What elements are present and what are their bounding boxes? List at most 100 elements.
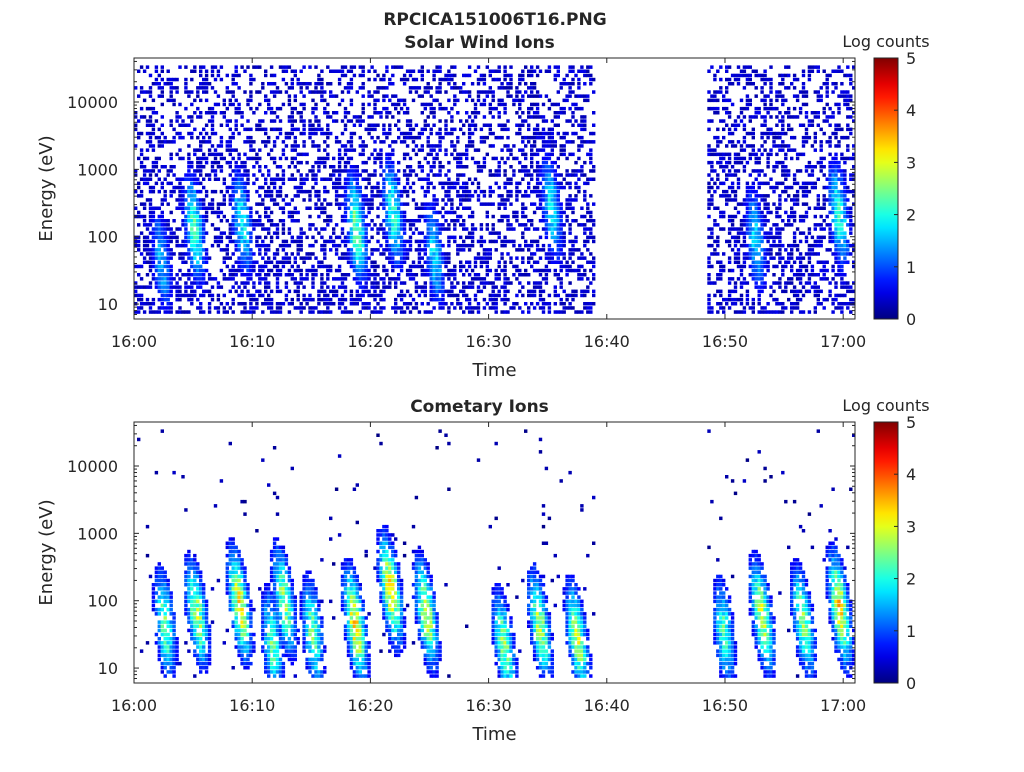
spectrogram-cell (736, 235, 741, 240)
spectrogram-cell (397, 119, 401, 123)
spectrogram-cell (382, 123, 386, 127)
spectrogram-cell (281, 169, 286, 173)
spectrogram-cell (234, 177, 238, 181)
spectrogram-cell (240, 289, 244, 294)
spectrogram-cell (311, 131, 315, 136)
spectrogram-cell (169, 98, 173, 103)
spectrogram-cell (479, 227, 484, 231)
spectrogram-cell (748, 144, 752, 148)
spectrogram-cell (178, 148, 182, 152)
spectrogram-cell (240, 260, 244, 264)
spectrogram-cell (742, 115, 747, 119)
spectrogram-cell (246, 177, 250, 181)
spectrogram-cell (730, 219, 735, 223)
spectrogram-cell (340, 214, 345, 219)
spectrogram-cell (515, 123, 519, 127)
spectrogram-cell (246, 206, 250, 210)
spectrogram-cell (385, 219, 389, 223)
spectrogram-cell (379, 111, 383, 115)
spectrogram-cell (432, 198, 436, 202)
spectrogram-cell (204, 160, 209, 165)
spectrogram-cell (373, 306, 377, 310)
spectrogram-cell (246, 194, 250, 198)
spectrogram-cell (326, 310, 330, 314)
spectrogram-cell (326, 102, 330, 107)
spectrogram-cell (754, 210, 758, 215)
spectrogram-cell (246, 243, 250, 248)
spectrogram-cell (346, 248, 351, 252)
spectrogram-cell (169, 285, 173, 289)
spectrogram-cell (243, 140, 247, 144)
spectrogram-cell (722, 98, 726, 103)
spectrogram-cell (269, 82, 274, 86)
spectrogram-cell (556, 73, 560, 78)
spectrogram-cell (459, 119, 463, 123)
spectrogram-cell (326, 189, 330, 194)
spectrogram-cell (739, 281, 744, 285)
spectrogram-cell (139, 302, 144, 306)
spectrogram-cell (453, 219, 457, 223)
spectrogram-cell (216, 102, 221, 107)
spectrogram-cell (559, 219, 563, 223)
spectrogram-cell (544, 160, 549, 165)
spectrogram-cell (521, 148, 525, 152)
spectrogram-cell (204, 131, 209, 136)
spectrogram-cell (506, 194, 510, 198)
spectrogram-cell (462, 198, 466, 202)
spectrogram-cell (204, 210, 209, 215)
spectrogram-cell (361, 73, 365, 78)
spectrogram-cell (187, 293, 191, 298)
spectrogram-cell (269, 156, 274, 161)
spectrogram-cell (216, 293, 221, 298)
spectrogram-cell (710, 198, 714, 202)
spectrogram-cell (246, 119, 250, 123)
spectrogram-cell (261, 277, 265, 281)
spectrogram-cell (346, 169, 351, 173)
spectrogram-cell (509, 177, 513, 181)
spectrogram-cell (556, 260, 560, 264)
spectrogram-cell (317, 198, 321, 202)
spectrogram-cell (521, 77, 525, 82)
spectrogram-cell (547, 65, 552, 69)
spectrogram-cell (405, 194, 410, 198)
spectrogram-cell (429, 260, 433, 264)
spectrogram-cell (589, 77, 593, 82)
spectrogram-cell (228, 173, 232, 177)
spectrogram-cell (210, 206, 215, 210)
spectrogram-cell (175, 289, 179, 294)
spectrogram-cell (323, 264, 327, 269)
spectrogram-cell (420, 102, 424, 107)
spectrogram-cell (231, 214, 235, 219)
spectrogram-cell (311, 281, 315, 285)
spectrogram-cell (278, 90, 283, 94)
spectrogram-cell (329, 268, 333, 273)
spectrogram-cell (473, 256, 478, 260)
spectrogram-cell (592, 273, 596, 277)
spectrogram-cell (243, 202, 247, 206)
spectrogram-cell (326, 302, 330, 306)
spectrogram-cell (550, 135, 554, 140)
spectrogram-cell (222, 273, 226, 277)
spectrogram-cell (228, 152, 232, 157)
spectrogram-cell (716, 160, 720, 165)
spectrogram-cell (562, 98, 566, 103)
spectrogram-cell (175, 77, 179, 82)
spectrogram-cell (465, 181, 469, 186)
spectrogram-cell (358, 256, 362, 260)
spectrogram-cell (456, 111, 460, 115)
spectrogram-cell (216, 73, 221, 78)
spectrogram-cell (399, 256, 404, 260)
spectrogram-cell (763, 140, 767, 144)
spectrogram-cell (450, 202, 454, 206)
spectrogram-cell (142, 202, 147, 206)
spectrogram-cell (323, 219, 327, 223)
spectrogram-cell (485, 152, 489, 157)
spectrogram-cell (160, 123, 164, 127)
spectrogram-cell (408, 131, 413, 136)
spectrogram-cell (414, 281, 419, 285)
spectrogram-cell (275, 165, 280, 169)
spectrogram-cell (379, 289, 383, 294)
spectrogram-cell (267, 152, 271, 157)
spectrogram-cell (568, 256, 572, 260)
spectrogram-cell (574, 131, 578, 136)
